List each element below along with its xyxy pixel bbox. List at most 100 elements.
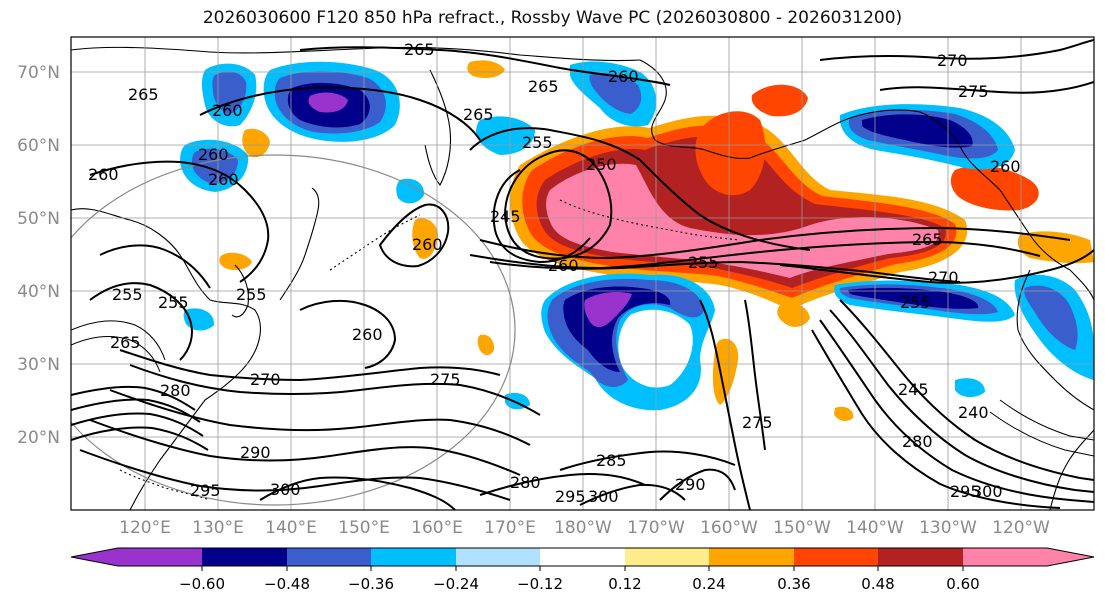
contour-east-stack-1 bbox=[839, 299, 1094, 481]
contour-label: 260 bbox=[88, 165, 119, 184]
lat-label-30n: 30°N bbox=[17, 355, 60, 375]
lon-label-160e: 160°E bbox=[411, 518, 463, 538]
graticule bbox=[71, 37, 1094, 510]
colorbar-tick-label: −0.60 bbox=[179, 575, 225, 593]
contour-label: 265 bbox=[528, 77, 559, 96]
figure-title: 2026030600 F120 850 hPa refract., Rossby… bbox=[202, 8, 903, 28]
contour-south-290 bbox=[659, 468, 736, 501]
shade-negative-white-hole bbox=[618, 309, 693, 388]
contour-label: 270 bbox=[937, 51, 968, 70]
contour-260-south bbox=[299, 299, 397, 369]
contour-west-255 bbox=[89, 282, 193, 361]
contour-label: 250 bbox=[586, 155, 617, 174]
coast-japan bbox=[279, 187, 320, 301]
contour-label: 255 bbox=[522, 133, 553, 152]
contour-labels: 265 270 275 265 260 265 260 260 260 260 … bbox=[88, 40, 1021, 506]
contour-280-west bbox=[109, 389, 531, 446]
lat-label-40n: 40°N bbox=[17, 282, 60, 302]
contour-east-stack-3 bbox=[819, 319, 1094, 503]
contour-west-stack-1 bbox=[71, 385, 196, 411]
coast-california bbox=[1016, 269, 1094, 411]
colorbar-tick-label: 0.60 bbox=[946, 575, 979, 593]
contour-label: 255 bbox=[112, 285, 143, 304]
shade-positive-siberia bbox=[242, 128, 270, 158]
contour-245 bbox=[492, 169, 591, 264]
contour-270-top-right bbox=[819, 39, 1094, 61]
contour-270-east bbox=[779, 249, 1094, 284]
contour-south-285 bbox=[559, 450, 736, 471]
contour-label: 295 bbox=[190, 481, 221, 500]
colorbar-segment bbox=[371, 548, 456, 566]
contour-label: 265 bbox=[912, 230, 943, 249]
colorbar-outline bbox=[70, 547, 1095, 567]
contour-label: 275 bbox=[958, 82, 989, 101]
contour-label: 280 bbox=[160, 381, 191, 400]
colorbar-tick-labels: −0.60 −0.48 −0.36 −0.24 −0.12 0.12 0.24 … bbox=[179, 575, 980, 593]
colorbar-segment bbox=[794, 548, 878, 566]
colorbar-tick-label: −0.48 bbox=[264, 575, 310, 593]
contour-west-stack-3 bbox=[71, 412, 204, 437]
contour-east-stack-4 bbox=[811, 329, 1061, 509]
contour-label: 260 bbox=[608, 67, 639, 86]
contour-265-band bbox=[479, 226, 1071, 260]
shade-negative-west-inner bbox=[212, 71, 247, 114]
colorbar-tick-label: −0.36 bbox=[348, 575, 394, 593]
shade-negative-gulf-dark bbox=[862, 114, 973, 148]
lat-label-20n: 20°N bbox=[17, 428, 60, 448]
contour-west-stack-2 bbox=[71, 398, 201, 423]
shade-negative-us-dark bbox=[848, 287, 979, 309]
shade-positive-kamchatka bbox=[751, 84, 808, 117]
lon-label-130w: 130°W bbox=[919, 518, 977, 538]
contour-label: 260 bbox=[412, 235, 443, 254]
colorbar-segment bbox=[625, 548, 709, 566]
contour-300-west bbox=[259, 476, 456, 510]
lon-label-160w: 160°W bbox=[700, 518, 758, 538]
lon-label-120e: 120°E bbox=[119, 518, 171, 538]
colorbar-segment bbox=[963, 548, 1047, 566]
colorbar-tick-label: 0.36 bbox=[777, 575, 810, 593]
thin-contour-2 bbox=[71, 336, 161, 373]
colorbar-segment bbox=[540, 548, 625, 566]
contour-label: 300 bbox=[588, 487, 619, 506]
colorbar-segment bbox=[118, 548, 202, 566]
shade-negative-aleutian-inner bbox=[589, 73, 642, 114]
colorbar-segment bbox=[287, 548, 371, 566]
shade-positive-east bbox=[950, 165, 1039, 211]
contour-label: 265 bbox=[128, 85, 159, 104]
colorbar-tick-label: 0.48 bbox=[861, 575, 894, 593]
contour-south-280 bbox=[479, 473, 646, 496]
contour-255-north bbox=[469, 127, 811, 251]
colorbar-tick-label: −0.12 bbox=[517, 575, 563, 593]
shade-positive-small-1 bbox=[477, 334, 495, 356]
lat-label-70n: 70°N bbox=[17, 63, 60, 83]
shade-positive-nw bbox=[467, 60, 505, 78]
contour-250 bbox=[503, 149, 613, 260]
coast-kamchatka bbox=[424, 69, 452, 186]
contour-central-spur bbox=[699, 299, 751, 510]
contour-label: 275 bbox=[742, 413, 773, 432]
coast-chain bbox=[329, 214, 421, 271]
colorbar-ticks bbox=[201, 566, 964, 571]
shade-negative-kuril bbox=[396, 178, 425, 204]
thin-contour-1 bbox=[71, 320, 166, 361]
contour-label: 285 bbox=[596, 451, 627, 470]
lon-labels: 120°E 130°E 140°E 150°E 160°E 170°E 180°… bbox=[119, 518, 1050, 538]
contour-label: 260 bbox=[198, 145, 229, 164]
contour-275-top-right bbox=[879, 81, 1094, 94]
coast-asia bbox=[71, 208, 261, 510]
contour-label: 300 bbox=[270, 480, 301, 499]
colorbar: −0.60 −0.48 −0.36 −0.24 −0.12 0.12 0.24 … bbox=[70, 547, 1095, 593]
contour-label: 295 bbox=[950, 482, 981, 501]
contour-label: 255 bbox=[236, 285, 267, 304]
contour-label: 270 bbox=[250, 370, 281, 389]
contour-290-west bbox=[89, 419, 521, 476]
contour-label: 265 bbox=[463, 105, 494, 124]
contour-label: 240 bbox=[958, 403, 989, 422]
contour-label: 245 bbox=[490, 207, 521, 226]
contour-west-stack-4 bbox=[71, 426, 209, 451]
contour-label: 260 bbox=[208, 170, 239, 189]
contour-label: 300 bbox=[972, 482, 1003, 501]
contour-260-band bbox=[469, 240, 1041, 270]
colorbar-segment bbox=[878, 548, 963, 566]
